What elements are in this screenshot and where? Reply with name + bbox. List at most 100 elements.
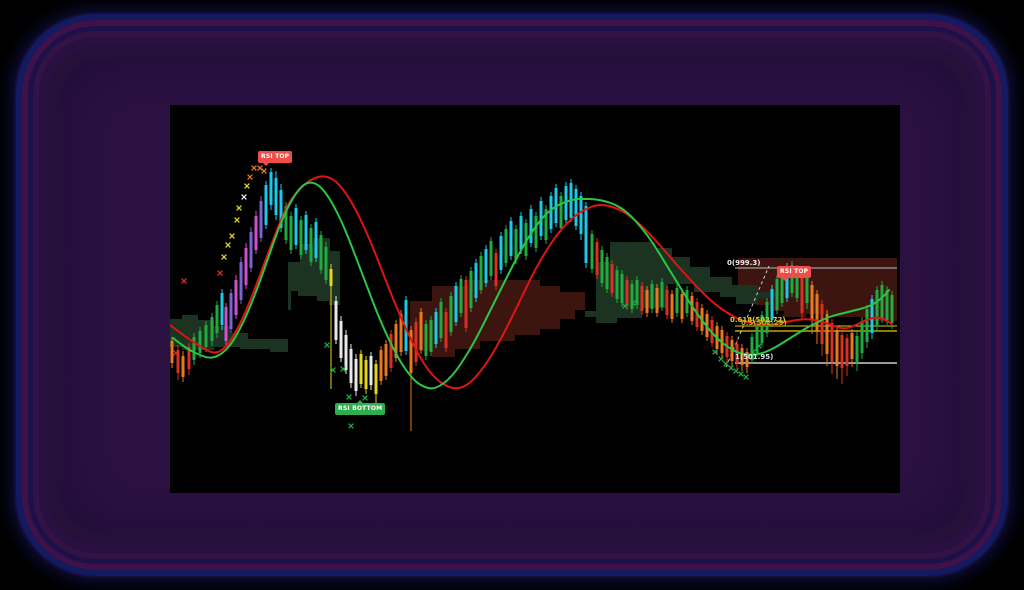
candle-body bbox=[394, 324, 398, 358]
candle-body bbox=[494, 253, 498, 286]
x-mark-icon bbox=[743, 374, 749, 380]
candle-body bbox=[660, 282, 664, 307]
candle-body bbox=[204, 325, 208, 347]
candle-body bbox=[339, 321, 343, 358]
candle-body bbox=[429, 320, 433, 352]
candle-body bbox=[334, 301, 338, 340]
candle-body bbox=[665, 290, 669, 315]
candle-body bbox=[509, 221, 513, 256]
candle-body bbox=[755, 327, 759, 353]
candle-body bbox=[630, 284, 634, 309]
x-mark-icon bbox=[234, 217, 240, 223]
candle-body bbox=[224, 307, 228, 341]
candle-body bbox=[444, 312, 448, 348]
candle-body bbox=[210, 317, 214, 341]
candle-body bbox=[309, 228, 313, 262]
candle-body bbox=[479, 256, 483, 290]
candle-body bbox=[514, 229, 518, 260]
candle-body bbox=[529, 209, 533, 243]
fib-label-3: 1(501.95) bbox=[735, 353, 773, 361]
candle-body bbox=[379, 350, 383, 381]
candle-body bbox=[404, 300, 408, 351]
candle-body bbox=[424, 324, 428, 356]
ma-line-red bbox=[170, 175, 893, 390]
x-mark-icon bbox=[261, 168, 267, 174]
rsi-top-label-2: RSI TOP bbox=[777, 266, 812, 281]
candle-body bbox=[795, 269, 799, 298]
candle-body bbox=[780, 272, 784, 303]
candle-body bbox=[384, 344, 388, 376]
candle-body bbox=[620, 274, 624, 303]
candle-body bbox=[314, 222, 318, 258]
candle-body bbox=[484, 249, 488, 283]
candle-body bbox=[690, 296, 694, 321]
candle-body bbox=[564, 186, 568, 220]
candle-body bbox=[590, 234, 594, 269]
candle-body bbox=[880, 285, 884, 318]
candle-body bbox=[504, 229, 508, 263]
candle-body bbox=[249, 232, 253, 268]
candle-body bbox=[890, 295, 894, 323]
candle-body bbox=[610, 264, 614, 293]
candle-body bbox=[229, 293, 233, 329]
x-mark-icon bbox=[348, 423, 354, 429]
x-mark-icon bbox=[241, 194, 247, 200]
candle-body bbox=[745, 352, 749, 367]
candle-body bbox=[770, 289, 774, 320]
candle-body bbox=[800, 277, 804, 313]
x-mark-icon bbox=[346, 394, 352, 400]
candle-body bbox=[344, 335, 348, 370]
candle-body bbox=[459, 279, 463, 313]
candle-body bbox=[324, 247, 328, 280]
candle-body bbox=[595, 242, 599, 275]
candle-body bbox=[760, 315, 764, 343]
candle-body bbox=[279, 190, 283, 228]
rsi-bottom-label-text: RSI BOTTOM bbox=[338, 405, 383, 412]
candle-body bbox=[615, 270, 619, 299]
candle-body bbox=[469, 271, 473, 308]
candle-body bbox=[234, 280, 238, 315]
candle-body bbox=[785, 267, 789, 298]
candles bbox=[170, 168, 894, 431]
candle-body bbox=[600, 250, 604, 283]
candle-body bbox=[680, 294, 684, 319]
x-mark-icon bbox=[340, 366, 346, 372]
candle-body bbox=[850, 333, 854, 359]
candle-body bbox=[359, 354, 363, 384]
x-mark-icon bbox=[622, 303, 628, 309]
candle-body bbox=[289, 216, 293, 250]
candle-body bbox=[187, 347, 191, 369]
candle-body bbox=[294, 208, 298, 245]
candle-body bbox=[825, 314, 829, 354]
candle-body bbox=[765, 302, 769, 333]
x-mark-icon bbox=[229, 233, 235, 239]
candle-body bbox=[329, 269, 333, 286]
candle-body bbox=[845, 338, 849, 366]
candle-body bbox=[584, 206, 588, 263]
candle-body bbox=[259, 201, 263, 238]
x-mark-icon bbox=[738, 371, 744, 377]
chart-panel[interactable]: 0(999.3) 0.618(502.72) 0.5(502.29) 1(501.95… bbox=[170, 105, 900, 493]
x-mark-icon bbox=[750, 349, 756, 355]
rsi-bottom-label: RSI BOTTOM bbox=[335, 400, 386, 415]
candle-body bbox=[181, 356, 185, 377]
candle-body bbox=[239, 262, 243, 300]
candle-body bbox=[875, 290, 879, 325]
candle-body bbox=[269, 172, 273, 205]
x-mark-icon bbox=[236, 205, 242, 211]
candle-body bbox=[474, 263, 478, 298]
x-mark-icon bbox=[630, 300, 636, 306]
candle-body bbox=[519, 216, 523, 250]
candle-body bbox=[655, 288, 659, 313]
candle-body bbox=[534, 216, 538, 248]
candle-body bbox=[805, 275, 809, 303]
candle-body bbox=[349, 349, 353, 383]
candle-body bbox=[409, 330, 413, 373]
candle-body bbox=[625, 280, 629, 306]
candle-body bbox=[549, 196, 553, 229]
candle-body bbox=[830, 323, 834, 362]
candle-body bbox=[820, 304, 824, 344]
candle-body bbox=[855, 336, 859, 363]
x-mark-icon bbox=[728, 365, 734, 371]
